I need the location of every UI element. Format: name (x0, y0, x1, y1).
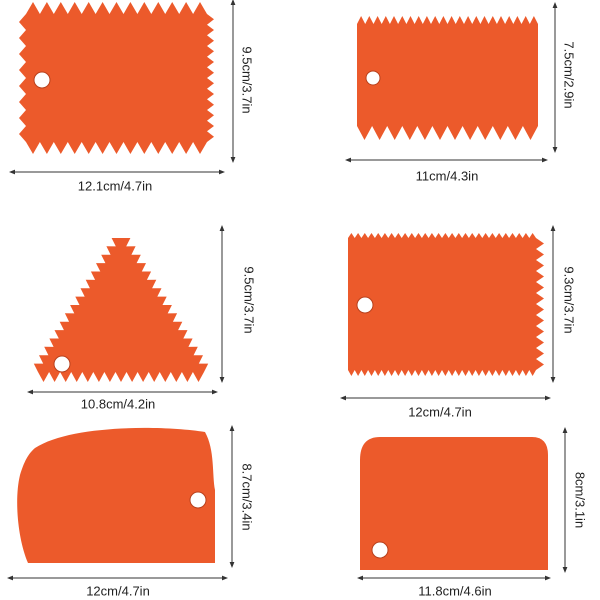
hole (53, 355, 71, 373)
dimensions (7, 0, 568, 581)
width-label: 11cm/4.3in (416, 168, 479, 183)
scraper-round (17, 427, 215, 563)
hole (356, 296, 374, 314)
scraper-zigzag (19, 2, 214, 154)
hole (33, 71, 51, 89)
hole (365, 70, 381, 86)
hole (371, 541, 389, 559)
scraper-comb (357, 16, 538, 140)
width-label: 10.8cm/4.2in (81, 396, 155, 411)
width-label: 11.8cm/4.6in (418, 583, 491, 598)
width-label: 12cm/4.7in (408, 404, 472, 419)
hole (189, 491, 207, 509)
height-label: 9.5cm/3.7in (242, 266, 257, 333)
height-label: 9.3cm/3.7in (562, 266, 577, 333)
width-label: 12cm/4.7in (86, 583, 150, 598)
labels: 12.1cm/4.7in 9.5cm/3.7in 11cm/4.3in 7.5c… (78, 41, 588, 598)
width-label: 12.1cm/4.7in (78, 178, 152, 193)
holes (33, 70, 389, 559)
height-label: 8cm/3.1in (573, 472, 588, 528)
scraper-mixed (348, 233, 544, 376)
height-label: 7.5cm/2.9in (562, 41, 577, 108)
height-label: 8.7cm/3.4in (240, 463, 255, 530)
scraper-triangle (33, 238, 209, 382)
scraper-flat (360, 437, 548, 570)
height-label: 9.5cm/3.7in (240, 46, 255, 113)
